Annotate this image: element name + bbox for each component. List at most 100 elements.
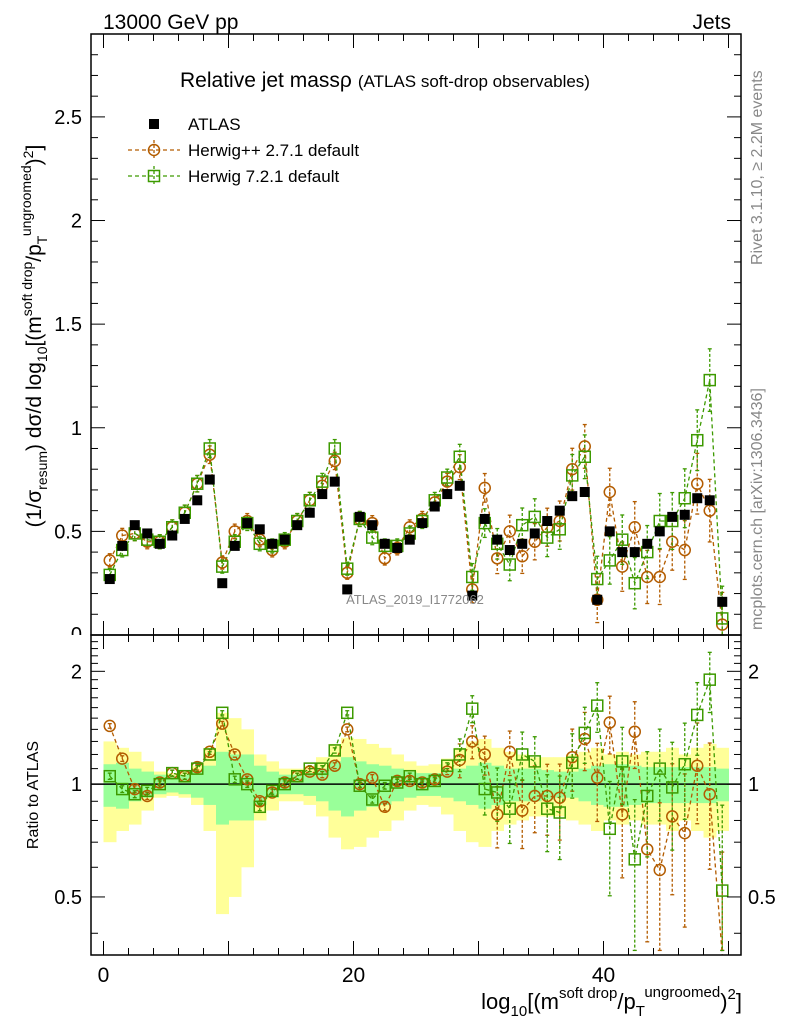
atlas-data-point (692, 493, 703, 504)
main-axes: 0.5 1 1.5 2 2.5 0 (54, 34, 741, 635)
ratio-stat-band-bin (203, 765, 217, 805)
atlas-data-point (192, 495, 203, 506)
ratio-point (578, 726, 591, 740)
main-point (703, 373, 716, 387)
ratio-stat-band-bin (341, 757, 354, 817)
ratio-point (528, 789, 541, 803)
atlas-data-point (492, 534, 503, 545)
ratio-point (153, 777, 166, 791)
main-point (553, 523, 566, 536)
ratio-point (616, 808, 629, 821)
ratio-point (628, 725, 641, 738)
main-point (603, 554, 616, 567)
main-point (441, 471, 454, 484)
legend-label: Herwig 7.2.1 default (188, 167, 339, 186)
atlas-data-point (679, 509, 690, 520)
ratio-point (678, 826, 691, 840)
ratio-point (566, 756, 579, 770)
atlas-data-point (267, 538, 278, 549)
legend-marker (149, 119, 159, 129)
ratio-point (541, 789, 554, 803)
main-point (603, 485, 616, 499)
main-point (566, 469, 579, 482)
main-point (491, 552, 504, 565)
ratio-point (391, 776, 404, 789)
atlas-data-point (429, 501, 440, 512)
ratio-point (303, 762, 316, 775)
ratio-point (691, 708, 704, 722)
atlas-data-point (379, 538, 390, 549)
ratio-point (266, 784, 279, 798)
ratio-point (516, 804, 529, 817)
ratio-point (116, 752, 129, 765)
ratio-y-axis-label: Ratio to ATLAS (25, 741, 42, 849)
ratio-point (341, 706, 354, 720)
atlas-data-point (342, 584, 353, 595)
main-point (691, 477, 704, 490)
main-y-tick-label: 2.5 (54, 107, 82, 129)
legend: ATLAS Herwig++ 2.7.1 default Herwig 7.2.1 … (128, 115, 359, 186)
watermark: ATLAS_2019_I1772062 (346, 592, 484, 607)
ratio-point (678, 757, 691, 771)
main-point (691, 433, 704, 447)
ratio-point (716, 884, 729, 897)
ratio-y-tick-label: 1 (71, 774, 82, 796)
ratio-stat-band-bin (328, 761, 342, 811)
main-point (666, 535, 679, 548)
ratio-point (166, 766, 179, 780)
main-y-tick-label: 1.5 (54, 314, 82, 336)
ratio-point (253, 800, 266, 814)
atlas-data-point (404, 534, 415, 545)
chart-title: Relative jet massρ (ATLAS soft-drop obser… (180, 69, 590, 92)
main-y-axis-label: (1/σresum) dσ/d log10[(msoft drop/pTungr… (18, 145, 50, 528)
ratio-point (441, 759, 454, 772)
atlas-data-point (292, 520, 303, 531)
ratio-point (203, 748, 216, 761)
atlas-data-point (642, 538, 653, 549)
main-point (641, 570, 654, 584)
atlas-data-point (254, 524, 265, 535)
ratio-point (428, 774, 441, 788)
ratio-point (553, 806, 566, 819)
ratio-point (291, 769, 304, 783)
ratio-stat-band-bin (228, 754, 242, 821)
main-point (303, 494, 316, 507)
process-label: Jets (692, 11, 731, 34)
ratio-stat-band-bin (528, 768, 542, 802)
legend-marker (147, 169, 161, 183)
ratio-stat-band-bin (316, 768, 329, 802)
atlas-data-point (279, 534, 290, 545)
ratio-axes: 0.5 0.51 12 20 20 40 (54, 635, 776, 987)
ratio-stat-band-bin (216, 751, 229, 825)
ratio-point (128, 787, 141, 801)
main-point (628, 520, 641, 534)
ratio-point (503, 745, 516, 759)
atlas-data-point (329, 476, 340, 487)
atlas-data-point (367, 520, 378, 531)
ratio-y-tick-label-right: 1 (748, 774, 759, 796)
ratio-stat-band-bin (453, 768, 467, 802)
atlas-data-point (117, 540, 128, 551)
chart-title-text: Relative jet massρ (180, 69, 352, 92)
atlas-data-point (604, 526, 615, 537)
ratio-plot-frame (90, 634, 742, 956)
atlas-data-point (129, 520, 140, 531)
main-point (628, 576, 641, 590)
ratio-point (366, 771, 379, 784)
main-point (678, 543, 691, 557)
ratio-point (328, 759, 341, 772)
ratio-point (666, 810, 679, 823)
ratio-point (691, 759, 704, 772)
ratio-point (616, 755, 629, 768)
atlas-data-point (454, 480, 465, 491)
main-point (503, 558, 516, 571)
main-y-tick-label: 1 (71, 418, 82, 440)
atlas-data-point (442, 489, 453, 500)
atlas-data-point (217, 578, 228, 589)
ratio-point (228, 773, 241, 786)
x-tick-label: 0 (98, 964, 110, 987)
x-tick-label: 20 (342, 964, 365, 987)
legend-marker (147, 143, 161, 157)
main-point (328, 442, 341, 455)
atlas-data-point (554, 505, 565, 516)
